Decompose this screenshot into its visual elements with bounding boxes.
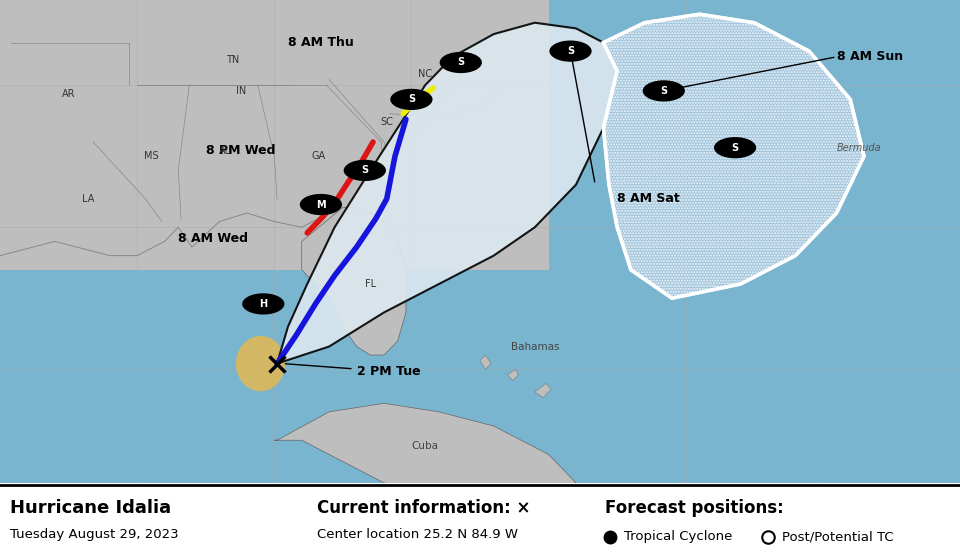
Text: Center location 25.2 N 84.9 W: Center location 25.2 N 84.9 W (317, 528, 517, 541)
Text: 70W: 70W (671, 492, 701, 506)
Ellipse shape (236, 336, 285, 391)
Text: 75W: 75W (534, 492, 564, 506)
Circle shape (242, 293, 284, 315)
Text: AR: AR (61, 89, 75, 99)
Circle shape (300, 194, 342, 215)
Text: S: S (732, 143, 738, 153)
Text: MS: MS (144, 151, 158, 161)
Text: 8 AM Sun: 8 AM Sun (836, 51, 902, 63)
Text: Tuesday August 29, 2023: Tuesday August 29, 2023 (10, 528, 179, 541)
Circle shape (440, 52, 482, 73)
Polygon shape (604, 14, 864, 298)
Text: 80W: 80W (396, 492, 426, 506)
Text: 8 PM Wed: 8 PM Wed (205, 144, 276, 157)
Circle shape (344, 160, 386, 181)
Polygon shape (535, 384, 551, 397)
Circle shape (549, 41, 591, 62)
Text: 8 AM Wed: 8 AM Wed (179, 232, 249, 245)
Text: S: S (567, 46, 574, 56)
Text: NC: NC (419, 69, 432, 79)
Text: 90W: 90W (123, 492, 152, 506)
Text: Cuba: Cuba (412, 441, 439, 451)
Text: AL: AL (219, 145, 231, 155)
Text: Forecast positions:: Forecast positions: (605, 499, 783, 517)
Text: GA: GA (311, 151, 325, 161)
Text: 85W: 85W (259, 492, 289, 506)
Text: S: S (660, 86, 667, 96)
Text: S: S (408, 94, 415, 104)
Text: FL: FL (365, 279, 376, 289)
Text: Current information: ×: Current information: × (317, 499, 530, 517)
Text: Bermuda: Bermuda (836, 143, 881, 153)
Text: 65W: 65W (808, 492, 838, 506)
Text: Post/Potential TC: Post/Potential TC (782, 531, 894, 543)
Text: M: M (316, 199, 325, 209)
Polygon shape (0, 0, 548, 256)
Text: S: S (457, 58, 465, 68)
Text: S: S (361, 165, 369, 175)
Polygon shape (277, 23, 617, 364)
Text: IN: IN (236, 86, 247, 96)
Polygon shape (0, 0, 548, 270)
Text: Bahamas: Bahamas (511, 341, 559, 351)
Text: LA: LA (82, 194, 94, 204)
Polygon shape (480, 355, 491, 369)
Circle shape (714, 137, 756, 158)
Text: 8 AM Sat: 8 AM Sat (617, 193, 680, 205)
Text: 2 PM Tue: 2 PM Tue (285, 364, 420, 378)
Polygon shape (275, 403, 576, 497)
Circle shape (642, 80, 684, 102)
Text: 8 AM Thu: 8 AM Thu (288, 36, 353, 49)
Polygon shape (301, 208, 406, 355)
Text: Tropical Cyclone: Tropical Cyclone (624, 531, 732, 543)
Text: H: H (259, 299, 268, 309)
Text: TN: TN (227, 54, 240, 64)
Text: SC: SC (380, 117, 394, 127)
Circle shape (391, 89, 433, 110)
Text: Hurricane Idalia: Hurricane Idalia (10, 499, 171, 517)
Polygon shape (508, 369, 518, 381)
Polygon shape (0, 0, 548, 256)
